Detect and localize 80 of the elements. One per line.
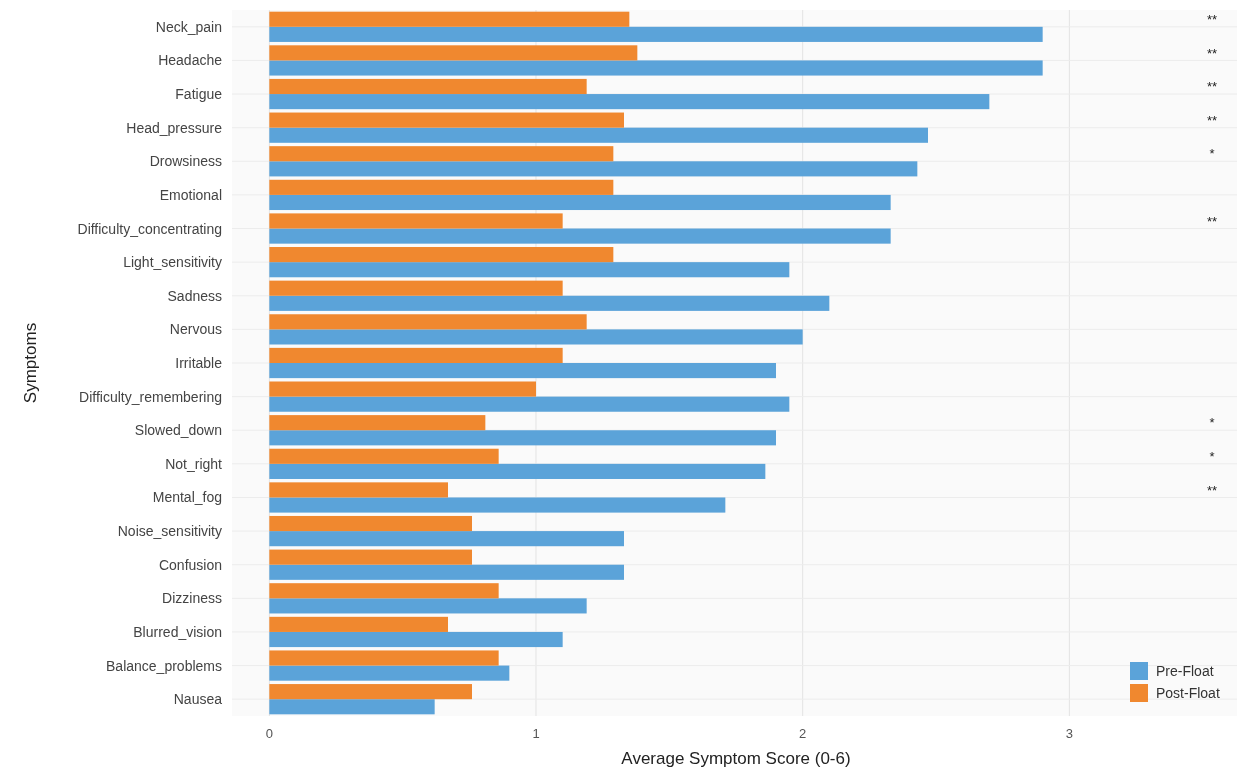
data-label: ** (1206, 482, 1218, 498)
bar (269, 515, 472, 532)
y-tick-label: Not_right (165, 455, 223, 472)
bar (269, 60, 1043, 76)
bar (269, 314, 587, 330)
data-label: * (1209, 146, 1215, 162)
bar (269, 363, 776, 379)
y-tick-label: Sadness (167, 287, 222, 304)
data-label: * (1209, 449, 1215, 465)
bar (269, 684, 472, 700)
bar (269, 161, 918, 177)
y-tick-label: Mental_fog (152, 489, 222, 506)
x-tick-label: 1 (532, 726, 540, 741)
legend-label: Post-Float (1156, 685, 1220, 701)
y-axis-title: Symptoms (21, 322, 40, 404)
bar (269, 531, 624, 547)
y-tick-label: Confusion (158, 556, 222, 573)
x-axis-title: Average Symptom Score (0-6) (621, 749, 851, 768)
bar (269, 415, 486, 431)
bar (269, 26, 1043, 42)
bar (269, 262, 790, 278)
bar (269, 598, 587, 614)
y-tick-label: Slowed_down (134, 422, 222, 439)
data-label: ** (1206, 45, 1218, 61)
data-label: ** (1206, 79, 1218, 95)
bar (269, 665, 510, 681)
y-tick-label: Nervous (169, 321, 222, 338)
y-tick-label: Head_pressure (126, 119, 223, 136)
x-tick-label: 0 (265, 726, 273, 741)
bar (269, 381, 536, 397)
y-tick-label: Drowsiness (149, 153, 222, 170)
bar (269, 631, 563, 648)
bar (269, 650, 499, 666)
bar (269, 78, 587, 95)
bar (269, 448, 499, 464)
data-label: ** (1206, 12, 1218, 27)
y-tick-label: Light_sensitivity (123, 254, 222, 271)
bar (269, 280, 563, 296)
bar (269, 430, 776, 446)
bar (269, 45, 638, 61)
y-tick-label: Noise_sensitivity (117, 523, 222, 540)
bar (269, 497, 726, 513)
bar (269, 329, 803, 345)
bar (269, 112, 624, 128)
bar (269, 213, 563, 229)
y-tick-label: Irritable (175, 355, 223, 371)
y-tick-label: Headache (158, 52, 223, 69)
bar (269, 463, 766, 479)
bar (269, 564, 624, 580)
bar (269, 146, 614, 162)
y-tick-label: Fatigue (175, 86, 223, 103)
y-tick-label: Neck_pain (155, 18, 222, 35)
data-label: ** (1206, 112, 1218, 128)
bar (269, 699, 435, 715)
bar (269, 295, 830, 311)
bar (269, 583, 499, 599)
y-tick-label: Emotional (159, 186, 222, 203)
bar (269, 396, 790, 412)
bar (269, 549, 472, 565)
bar (269, 347, 563, 363)
y-tick-label: Dizziness (162, 590, 222, 607)
y-tick-label: Nausea (173, 691, 223, 708)
y-tick-label: Difficulty_remembering (79, 388, 222, 405)
bar (269, 94, 990, 110)
data-label: * (1209, 415, 1215, 431)
bar (269, 127, 928, 143)
bar (269, 179, 614, 195)
bar (269, 194, 891, 211)
y-tick-label: Difficulty_concentrating (77, 220, 222, 237)
bar (269, 228, 891, 244)
data-label: ** (1206, 213, 1218, 229)
y-tick-label: Balance_problems (106, 657, 222, 674)
legend-label: Pre-Float (1156, 663, 1214, 679)
bar (269, 11, 630, 27)
bar (269, 247, 614, 263)
x-tick-label: 3 (1065, 726, 1073, 741)
x-tick-label: 2 (799, 726, 807, 741)
y-tick-label: Blurred_vision (133, 623, 222, 640)
bar (269, 482, 448, 498)
bar (269, 616, 448, 632)
